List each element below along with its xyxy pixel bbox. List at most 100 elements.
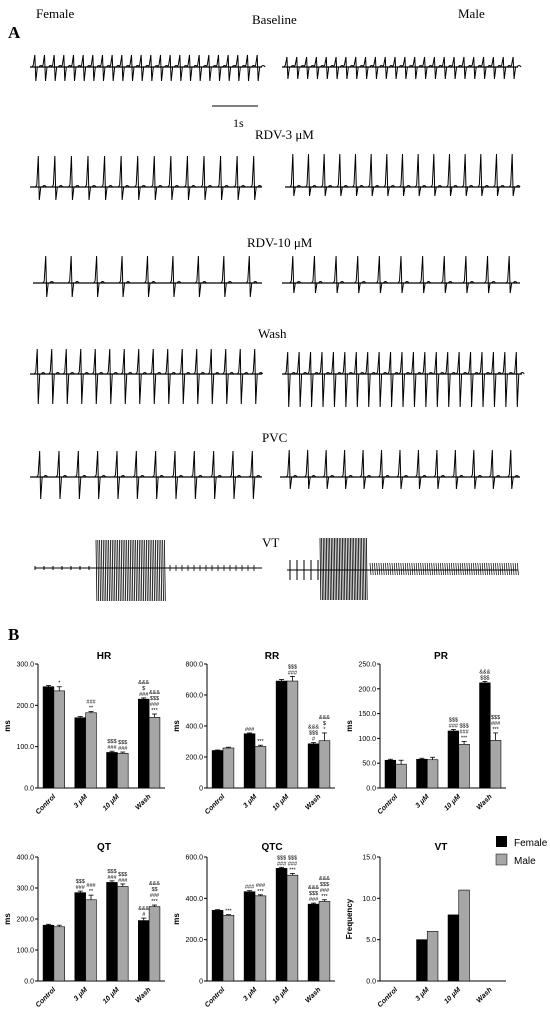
y-tick-label: 15.0 bbox=[362, 855, 376, 862]
y-tick-label: 300.0 bbox=[16, 662, 34, 669]
ecg-trace-male-vt bbox=[287, 537, 519, 601]
bar-male bbox=[117, 752, 129, 789]
y-tick-label: 400.0 bbox=[185, 724, 203, 731]
y-tick-label: 200.0 bbox=[185, 755, 203, 762]
panel-a-label: A bbox=[8, 23, 21, 42]
significance-mark: ### bbox=[150, 893, 160, 899]
significance-mark: &&& bbox=[149, 690, 160, 696]
bar-female bbox=[211, 910, 224, 982]
x-tick-label: 10 μM bbox=[102, 793, 121, 812]
x-tick-label: 10 μM bbox=[271, 793, 290, 812]
bar-female bbox=[138, 698, 150, 789]
ecg-trace-male bbox=[280, 449, 520, 490]
ecg-trace-female bbox=[30, 348, 264, 405]
bar-female bbox=[211, 750, 224, 789]
significance-mark: # bbox=[142, 912, 146, 918]
significance-mark: &&& bbox=[138, 680, 149, 686]
significance-mark: &&& bbox=[479, 669, 490, 675]
legend: Female Male bbox=[495, 836, 548, 867]
y-tick-label: 300.0 bbox=[16, 886, 34, 893]
y-axis-label: ms bbox=[345, 720, 354, 732]
bar-female bbox=[416, 939, 428, 982]
chart-rr: RR 0 200.0 400.0 600.0 800.0 ms Control 3 μM 10 μ… bbox=[172, 651, 335, 816]
y-tick-label: 400.0 bbox=[185, 896, 203, 903]
chart-title: RR bbox=[265, 651, 280, 662]
significance-mark: ### bbox=[118, 878, 128, 884]
bar-female bbox=[243, 733, 256, 789]
y-axis-label: Frequency bbox=[345, 898, 354, 939]
y-tick-label: 200.0 bbox=[358, 686, 376, 693]
x-tick-label: 10 μM bbox=[102, 986, 121, 1005]
legend-swatch-male bbox=[495, 853, 508, 866]
chart-qtc: QTC 0 200.0 400.0 600.0 ms Control 3 μM 10 μM Was… bbox=[172, 842, 335, 1009]
y-tick-label: 100.0 bbox=[358, 736, 376, 743]
y-tick-label: 600.0 bbox=[185, 693, 203, 700]
significance-mark: ### bbox=[256, 883, 266, 889]
ecg-row-label: PVC bbox=[262, 430, 287, 445]
significance-mark: * bbox=[323, 727, 326, 733]
bar-male bbox=[53, 926, 65, 982]
significance-mark: ### bbox=[449, 723, 459, 729]
bar-male bbox=[53, 690, 65, 789]
x-tick-label: 3 μM bbox=[414, 986, 430, 1002]
significance-mark: $$$ bbox=[107, 869, 116, 875]
significance-mark: ** bbox=[89, 706, 94, 712]
significance-mark: # bbox=[312, 737, 316, 743]
y-tick-label: 400.0 bbox=[16, 855, 34, 862]
significance-mark: ### bbox=[107, 875, 117, 881]
legend-label-female: Female bbox=[514, 838, 548, 849]
bar-female bbox=[42, 924, 55, 982]
significance-mark: ### bbox=[118, 746, 128, 752]
y-tick-label: 0 bbox=[199, 979, 203, 986]
significance-mark: $$$ bbox=[150, 696, 159, 702]
bar-male bbox=[458, 744, 470, 789]
significance-mark: $$$ bbox=[491, 715, 500, 721]
chart-hr: HR 0.0 100.0 200.0 300.0 ms Control 3 μM 10 μM Wa… bbox=[3, 651, 165, 816]
y-tick-label: 200.0 bbox=[16, 703, 34, 710]
y-tick-label: 200.0 bbox=[185, 937, 203, 944]
x-tick-label: Control bbox=[35, 793, 58, 816]
y-tick-label: 100.0 bbox=[16, 948, 34, 955]
bar-male bbox=[148, 717, 161, 789]
bar-male bbox=[117, 886, 129, 982]
bar-female bbox=[307, 743, 320, 789]
bar-male bbox=[254, 746, 267, 789]
bar-female bbox=[138, 920, 150, 982]
significance-mark: $$$ bbox=[320, 882, 329, 888]
y-axis-label: ms bbox=[172, 720, 181, 732]
x-tick-label: Wash bbox=[304, 793, 322, 811]
significance-mark: ### bbox=[86, 700, 96, 706]
significance-mark: ### bbox=[245, 727, 255, 733]
bar-female bbox=[275, 868, 288, 982]
significance-mark: $$$ bbox=[277, 855, 286, 861]
bar-female bbox=[447, 730, 460, 789]
bar-male bbox=[426, 759, 439, 789]
significance-mark: *** bbox=[492, 727, 499, 733]
x-tick-label: Wash bbox=[476, 986, 494, 1004]
legend-label-male: Male bbox=[514, 856, 536, 867]
x-tick-label: Wash bbox=[134, 986, 152, 1004]
significance-mark: ** bbox=[89, 889, 94, 895]
ecg-trace-male bbox=[282, 255, 520, 294]
x-tick-label: Wash bbox=[304, 986, 322, 1004]
y-tick-label: 0.0 bbox=[24, 979, 34, 986]
y-axis-label: ms bbox=[3, 913, 12, 925]
significance-mark: *** bbox=[151, 708, 158, 714]
bar-male bbox=[254, 895, 267, 982]
bar-male bbox=[458, 889, 470, 982]
y-tick-label: 150.0 bbox=[358, 711, 376, 718]
x-tick-label: 3 μM bbox=[73, 793, 89, 809]
significance-mark: *** bbox=[289, 868, 296, 874]
significance-mark: ### bbox=[245, 885, 255, 891]
chart-title: QT bbox=[97, 842, 111, 853]
ecg-trace-male bbox=[285, 153, 521, 197]
bar-female bbox=[74, 717, 86, 789]
chart-title: HR bbox=[97, 651, 112, 662]
bar-male bbox=[426, 931, 439, 982]
y-tick-label: 0.0 bbox=[366, 979, 376, 986]
ecg-traces: Baseline RDV-3 μM RDV-10 μM Wash PVC VT bbox=[30, 12, 525, 602]
significance-mark: $$$ bbox=[460, 723, 469, 729]
bar-female bbox=[275, 680, 288, 789]
significance-mark: &&& bbox=[138, 906, 149, 912]
